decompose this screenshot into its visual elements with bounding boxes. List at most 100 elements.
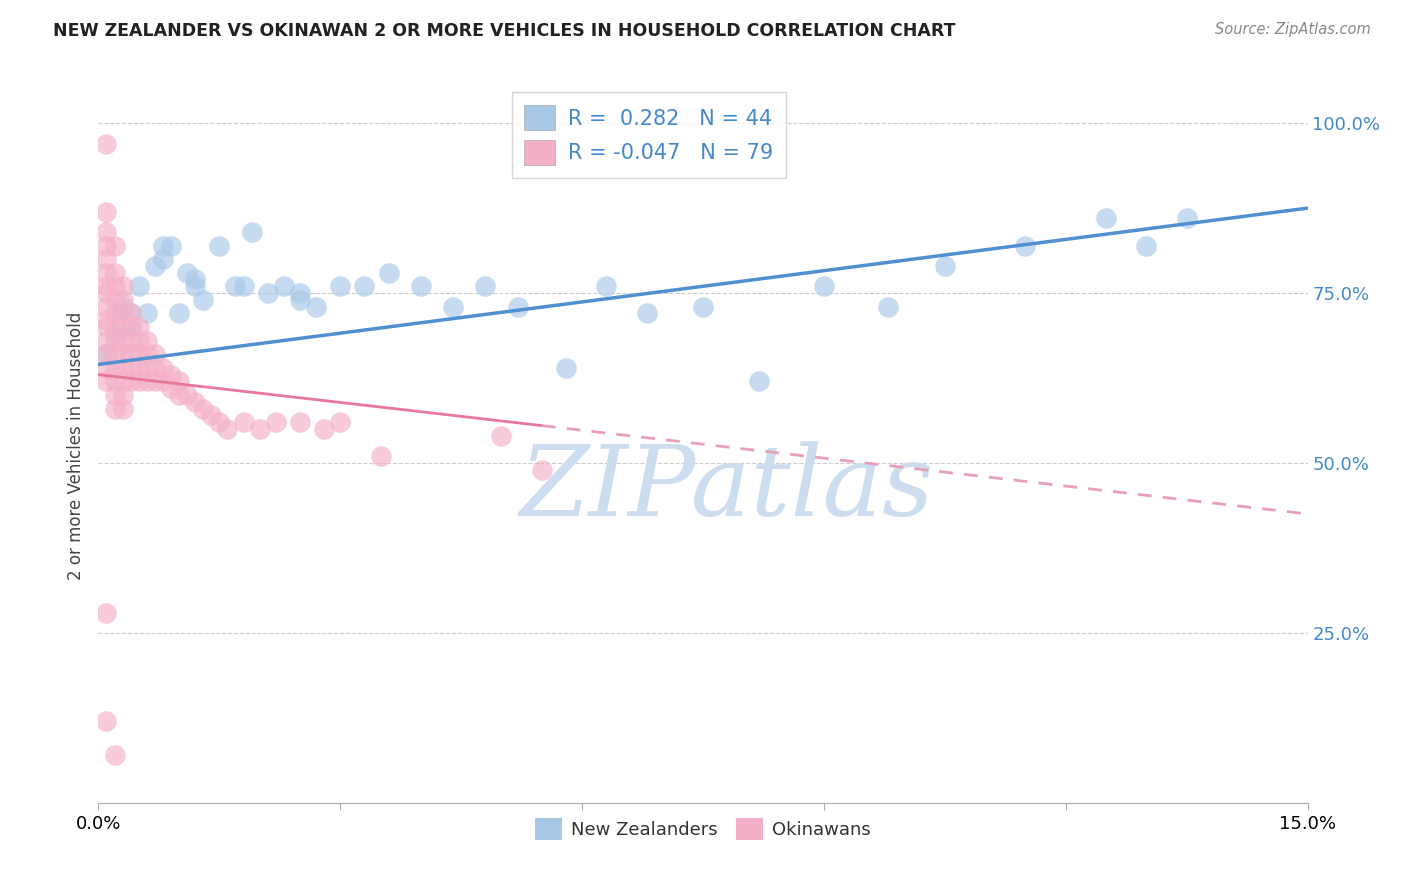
Point [143, 375, 166, 389]
Point [103, 347, 125, 361]
Point [184, 272, 207, 286]
Point [176, 388, 198, 402]
Point [1095, 211, 1118, 226]
Point [96, 136, 118, 151]
Point [120, 334, 142, 348]
Point [135, 334, 157, 348]
Point [111, 388, 134, 402]
Point [103, 306, 125, 320]
Point [1175, 211, 1198, 226]
Point [152, 252, 174, 266]
Point [232, 279, 254, 293]
Point [530, 463, 553, 477]
Point [288, 293, 311, 307]
Point [128, 334, 150, 348]
Point [474, 279, 496, 293]
Point [96, 238, 118, 252]
Point [135, 375, 157, 389]
Point [96, 286, 118, 301]
Point [120, 306, 142, 320]
Point [120, 375, 142, 389]
Y-axis label: 2 or more Vehicles in Household: 2 or more Vehicles in Household [66, 312, 84, 580]
Point [96, 347, 118, 361]
Point [128, 347, 150, 361]
Point [692, 300, 714, 314]
Point [96, 347, 118, 361]
Point [1135, 238, 1157, 252]
Point [103, 401, 125, 416]
Point [370, 449, 392, 463]
Point [111, 360, 134, 375]
Point [111, 401, 134, 416]
Point [143, 360, 166, 375]
Point [111, 293, 134, 307]
Point [128, 320, 150, 334]
Point [506, 300, 529, 314]
Point [441, 300, 464, 314]
Point [595, 279, 617, 293]
Point [135, 306, 157, 320]
Point [96, 204, 118, 219]
Text: NEW ZEALANDER VS OKINAWAN 2 OR MORE VEHICLES IN HOUSEHOLD CORRELATION CHART: NEW ZEALANDER VS OKINAWAN 2 OR MORE VEHI… [53, 22, 956, 40]
Point [224, 279, 246, 293]
Point [111, 334, 134, 348]
Point [314, 422, 336, 436]
Point [135, 347, 157, 361]
Point [103, 375, 125, 389]
Point [249, 422, 271, 436]
Point [96, 360, 118, 375]
Point [128, 375, 150, 389]
Point [264, 415, 287, 429]
Point [748, 375, 770, 389]
Point [96, 279, 118, 293]
Point [555, 360, 578, 375]
Point [208, 238, 231, 252]
Point [377, 266, 399, 280]
Point [96, 313, 118, 327]
Point [176, 266, 198, 280]
Point [329, 415, 352, 429]
Point [96, 252, 118, 266]
Point [111, 320, 134, 334]
Point [273, 279, 295, 293]
Point [167, 375, 190, 389]
Point [409, 279, 432, 293]
Point [103, 293, 125, 307]
Point [120, 306, 142, 320]
Point [160, 368, 183, 382]
Point [143, 347, 166, 361]
Point [96, 225, 118, 239]
Point [152, 238, 174, 252]
Point [152, 375, 174, 389]
Point [103, 334, 125, 348]
Point [111, 279, 134, 293]
Point [135, 360, 157, 375]
Point [877, 300, 900, 314]
Point [232, 415, 254, 429]
Point [96, 714, 118, 729]
Point [256, 286, 278, 301]
Point [96, 266, 118, 280]
Point [193, 401, 215, 416]
Point [160, 381, 183, 395]
Point [353, 279, 375, 293]
Point [120, 347, 142, 361]
Point [143, 259, 166, 273]
Point [208, 415, 231, 429]
Point [200, 409, 222, 423]
Point [96, 334, 118, 348]
Point [636, 306, 658, 320]
Point [96, 300, 118, 314]
Point [305, 300, 328, 314]
Point [96, 606, 118, 620]
Point [103, 748, 125, 763]
Point [111, 375, 134, 389]
Point [813, 279, 835, 293]
Point [288, 415, 311, 429]
Point [103, 320, 125, 334]
Point [288, 286, 311, 301]
Point [103, 326, 125, 341]
Point [160, 238, 183, 252]
Point [184, 279, 207, 293]
Point [934, 259, 956, 273]
